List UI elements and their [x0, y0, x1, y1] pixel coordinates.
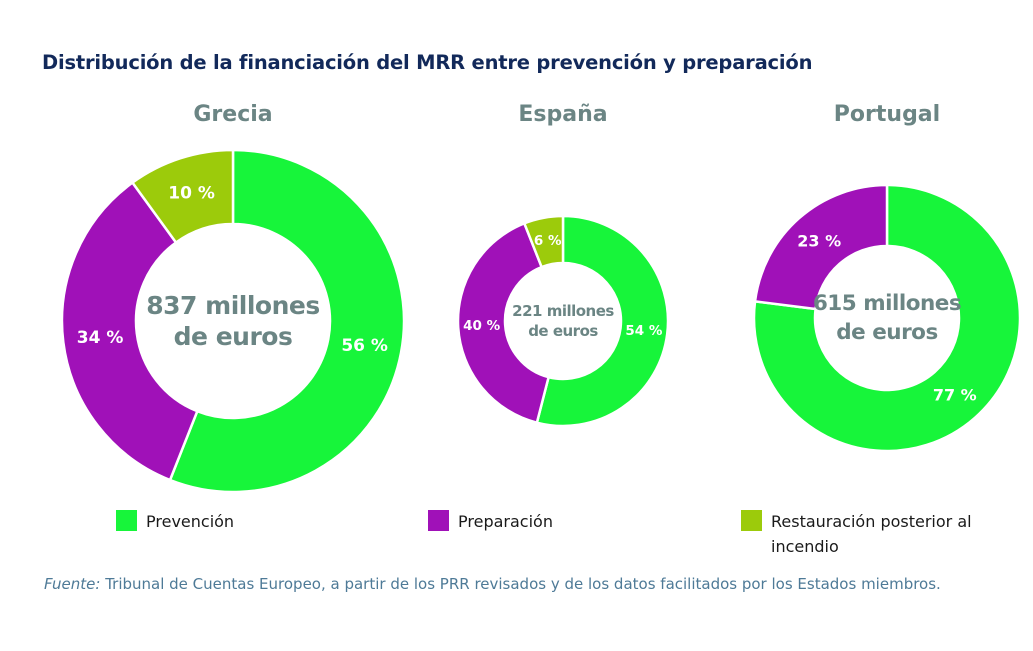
slice-restauracion [130, 148, 235, 245]
center-label-line-1: de euros [836, 320, 938, 345]
donut-2: 77 % 23 % 615 millones de euros [752, 183, 1022, 453]
legend-label-prevencion: Prevención [146, 512, 235, 531]
slice-prevencion [752, 183, 1022, 453]
slice-label-prevencion: 56 % [341, 336, 388, 356]
legend-swatch-restauracion [741, 510, 762, 531]
source-text: Tribunal de Cuentas Europeo, a partir de… [100, 575, 941, 593]
country-title-espana: España [518, 102, 608, 127]
legend-item-prevencion: Prevención [116, 509, 234, 534]
country-title-portugal: Portugal [833, 102, 941, 127]
source-prefix: Fuente: [44, 575, 101, 593]
slice-label-preparacion: 40 % [463, 318, 500, 334]
chart-title: Distribución de la financiación del MRR … [42, 51, 813, 74]
legend-label-restauracion: Restauración posterior al incendio [771, 512, 972, 556]
slice-preparacion [60, 180, 199, 482]
slice-restauracion [522, 214, 565, 269]
center-label-line-0: 615 millones [813, 291, 961, 316]
donut-1: 54 % 40 % 6 % 221 millones de euros [456, 214, 670, 428]
source-note: Fuente: Tribunal de Cuentas Europeo, a p… [44, 575, 941, 593]
slice-prevencion [535, 214, 670, 428]
slice-label-preparacion: 34 % [77, 328, 124, 348]
slice-label-restauracion: 6 % [534, 233, 562, 249]
legend-item-restauracion: Restauración posterior al incendio [741, 509, 991, 559]
center-label-line-0: 837 millones [146, 291, 319, 320]
slice-label-prevencion: 77 % [933, 385, 977, 404]
slice-preparacion [753, 183, 889, 311]
center-label-line-1: de euros [528, 322, 598, 340]
country-title-grecia: Grecia [193, 102, 273, 127]
slice-label-prevencion: 54 % [625, 323, 662, 339]
legend-label-preparacion: Preparación [458, 512, 553, 531]
legend-swatch-preparacion [428, 510, 449, 531]
center-label-line-1: de euros [174, 322, 293, 351]
legend-swatch-prevencion [116, 510, 137, 531]
center-label-line-0: 221 millones [512, 302, 614, 320]
slice-preparacion [456, 221, 551, 425]
slice-prevencion [168, 148, 406, 494]
legend-item-preparacion: Preparación [428, 509, 553, 534]
slice-label-preparacion: 23 % [797, 232, 841, 251]
slice-label-restauracion: 10 % [168, 184, 215, 204]
